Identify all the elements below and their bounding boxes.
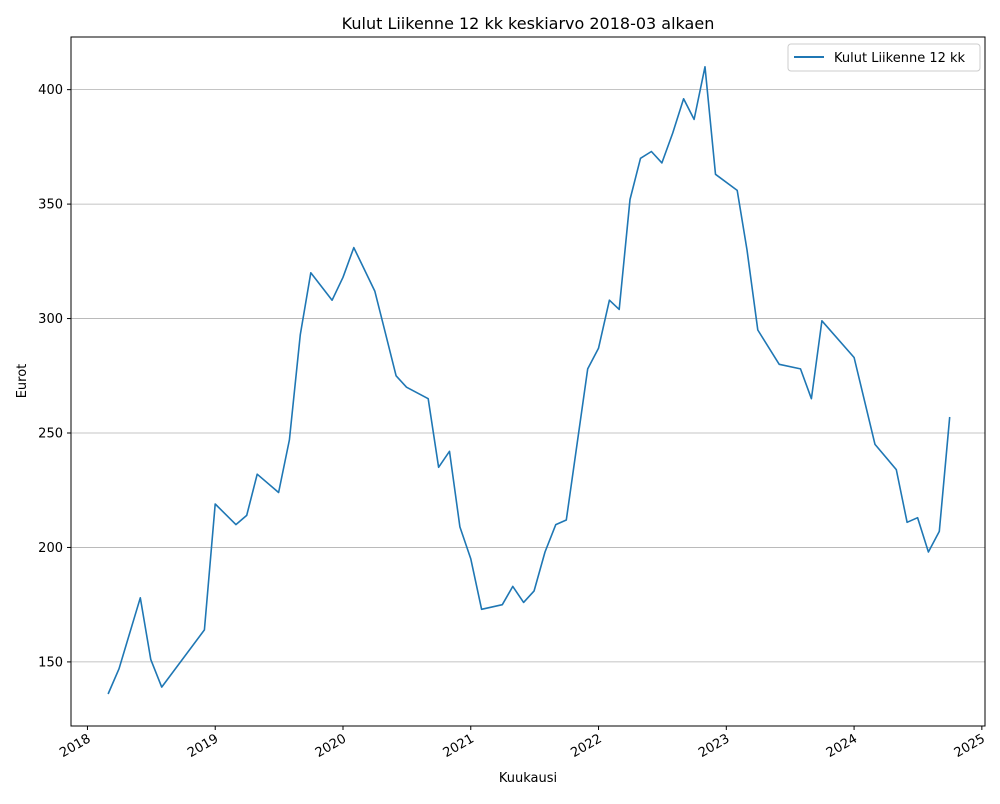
x-tick-label: 2020 [313,731,349,761]
y-tick-label: 300 [38,312,63,327]
y-tick-label: 200 [38,541,63,556]
chart-title: Kulut Liikenne 12 kk keskiarvo 2018-03 a… [342,14,715,33]
y-tick-label: 150 [38,655,63,670]
y-tick-label: 400 [38,83,63,98]
legend-box [787,43,981,72]
x-tick-label: 2024 [824,731,860,761]
x-tick-label: 2021 [441,731,477,761]
x-tick-label: 2022 [568,731,604,761]
x-tick-label: 2025 [952,731,988,761]
y-axis-label: Eurot [15,364,30,399]
grid-lines [71,89,985,663]
legend-label: Kulut Liikenne 12 kk [834,51,966,66]
y-axis: 150 200 250 300 350 400 [38,83,71,670]
y-tick-label: 350 [38,198,63,213]
plot-area-frame [70,36,986,727]
x-tick-label: 2023 [696,731,732,761]
y-tick-label: 250 [38,427,63,442]
series-line [107,66,951,695]
x-axis-label: Kuukausi [499,771,557,786]
x-axis: 2018 2019 2020 2021 2022 2023 2024 2025 [57,726,988,761]
x-tick-label: 2019 [185,731,221,761]
legend: Kulut Liikenne 12 kk [787,43,981,72]
x-tick-label: 2018 [57,731,93,761]
series-layer [107,66,951,695]
